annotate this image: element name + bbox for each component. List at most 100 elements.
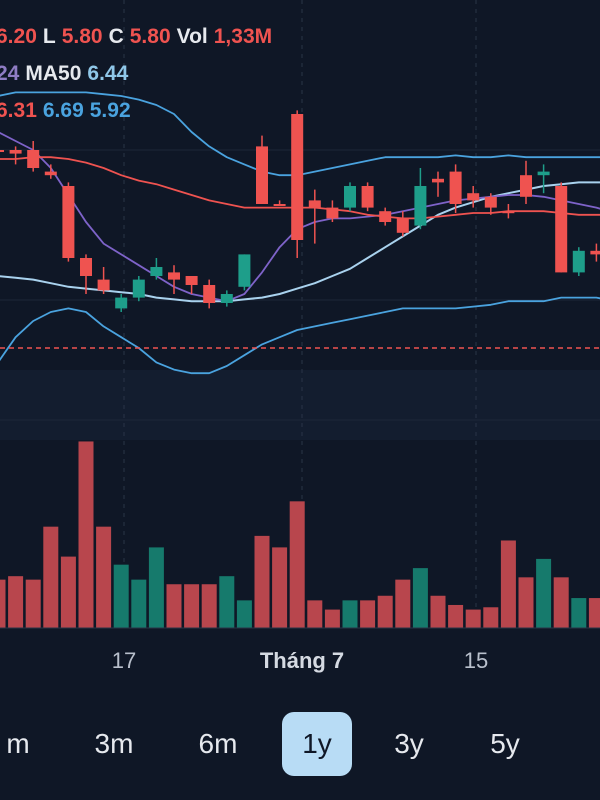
volume-bar <box>518 577 534 628</box>
candle-body <box>0 150 4 152</box>
candle-body <box>273 204 286 206</box>
volume-bar <box>60 556 76 628</box>
bollinger-upper-line <box>0 91 600 177</box>
candle-body <box>115 297 128 309</box>
volume-bar <box>0 579 6 628</box>
candle-body <box>150 267 163 276</box>
candle-body <box>97 279 110 291</box>
range-button-6m[interactable]: 6m <box>198 728 238 759</box>
range-button-m[interactable]: m <box>6 728 30 759</box>
volume-bar <box>448 604 464 628</box>
legend-row-bollinger: 6.31 6.69 5.92 <box>0 99 137 123</box>
range-button-3y[interactable]: 3y <box>394 728 424 759</box>
volume-bar <box>500 540 516 628</box>
volume-bar <box>412 568 428 628</box>
volume-bar <box>113 564 129 628</box>
volume-bar <box>96 526 112 628</box>
volume-value: 1,33M <box>213 25 273 48</box>
volume-bar <box>360 600 376 628</box>
candle-body <box>291 114 304 240</box>
candle-body <box>44 171 57 176</box>
volume-bar <box>219 576 235 628</box>
volume-bar <box>131 579 147 628</box>
range-button-5y[interactable]: 5y <box>490 728 520 759</box>
candle-body <box>80 258 92 276</box>
volume-bar <box>342 600 358 628</box>
candle-body <box>62 186 75 258</box>
volume-bar <box>430 595 446 628</box>
volume-bar <box>289 501 305 628</box>
x-label-17: 17 <box>111 648 137 673</box>
ma50-label: MA50 <box>25 62 82 85</box>
volume-bar <box>465 609 481 628</box>
candle-body <box>502 211 515 214</box>
volume-bar <box>553 577 569 628</box>
candle-body <box>308 200 321 208</box>
candle-body <box>344 186 356 208</box>
price-area-shade <box>0 370 600 440</box>
volume-bar <box>395 579 411 628</box>
time-range-selector: m 3m 6m 1y 3y 5y <box>0 712 600 778</box>
low-value: 5.80 <box>61 25 103 48</box>
candle-body <box>414 186 427 226</box>
volume-bar <box>25 579 41 628</box>
candle-body <box>396 218 409 233</box>
x-label-thang-7: Tháng 7 <box>259 648 345 673</box>
candle-body <box>520 175 532 197</box>
bb-mid-value: 6.31 <box>0 99 37 122</box>
low-label: L <box>42 25 56 48</box>
candle-body <box>467 193 480 201</box>
candle-body <box>168 272 180 280</box>
bb-upper-value: 6.69 <box>42 99 84 122</box>
candle-body <box>27 150 40 168</box>
volume-bar <box>148 547 164 628</box>
range-button-3m[interactable]: 3m <box>94 728 134 759</box>
candle-body <box>256 146 268 204</box>
volume-bar <box>78 441 94 628</box>
candle-body <box>132 279 145 298</box>
candle-body <box>379 211 392 222</box>
volume-bar <box>201 584 217 628</box>
ma50-value: 6.44 <box>87 62 129 85</box>
candle-body <box>220 294 233 303</box>
candle-body <box>203 285 216 303</box>
high-value: 6.20 <box>0 25 37 48</box>
candle-body <box>238 254 251 287</box>
bollinger-lower-line <box>0 296 600 375</box>
candle-body <box>590 250 600 255</box>
candle-body <box>432 178 444 183</box>
volume-bar <box>184 584 200 628</box>
price-chart[interactable] <box>0 0 600 640</box>
candle-body <box>326 207 339 219</box>
close-value: 5.80 <box>129 25 171 48</box>
volume-bar <box>571 598 587 628</box>
volume-bar <box>324 609 340 628</box>
volume-bar <box>8 576 24 628</box>
volume-bar <box>588 598 600 628</box>
candle-body <box>9 150 22 154</box>
legend-row-ohlc: 6.20 L 5.80 C 5.80 Vol 1,33M <box>0 25 278 49</box>
volume-bar <box>254 535 270 628</box>
x-label-15: 15 <box>463 648 489 673</box>
candle-body <box>185 276 198 285</box>
volume-bar <box>307 600 323 628</box>
volume-bar <box>377 595 393 628</box>
volume-bar <box>236 600 252 628</box>
volume-bar <box>166 584 182 628</box>
volume-bar <box>43 526 59 628</box>
candle-body <box>537 171 550 176</box>
volume-bar <box>536 558 552 628</box>
candle-body <box>484 196 497 208</box>
bb-lower-value: 5.92 <box>89 99 131 122</box>
candle-body <box>361 186 374 208</box>
range-button-1y[interactable]: 1y <box>282 712 352 776</box>
volume-label: Vol <box>176 25 208 48</box>
volume-bar <box>272 547 288 628</box>
close-label: C <box>108 25 124 48</box>
ma-partial-value: 24 <box>0 62 20 85</box>
volume-bar <box>483 607 499 628</box>
candle-body <box>449 171 462 204</box>
candle-body <box>572 250 585 273</box>
legend-row-ma: 24 MA50 6.44 <box>0 62 134 86</box>
candle-body <box>555 186 568 273</box>
